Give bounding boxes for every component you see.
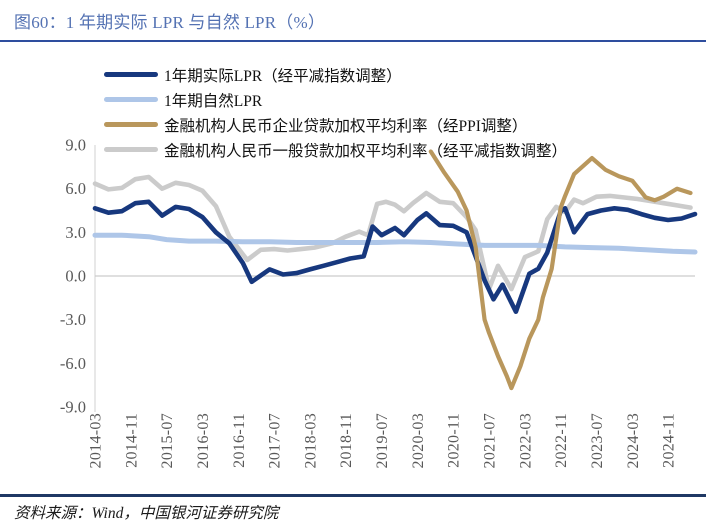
- x-tick-label: 2021-07: [482, 413, 499, 468]
- legend-item-real-lpr: 1年期实际LPR（经平减指数调整）: [104, 62, 567, 87]
- y-tick-label: 0.0: [65, 267, 86, 286]
- series-line-2: [428, 149, 693, 391]
- x-tick-label: 2022-11: [553, 413, 570, 468]
- y-tick-label: 3.0: [65, 223, 86, 242]
- x-tick-label: 2014-11: [123, 413, 140, 468]
- y-tick-label: 9.0: [65, 136, 86, 155]
- x-tick-label: 2014-03: [88, 413, 105, 468]
- footer-divider-rule: [0, 494, 706, 497]
- series-line-0: [92, 199, 698, 315]
- legend-line-swatch-corporate-loan: [104, 122, 158, 127]
- series-line-3: [92, 174, 693, 292]
- x-tick-label: 2018-11: [338, 413, 355, 468]
- x-tick-label: 2022-03: [517, 413, 534, 468]
- legend-line-swatch-real-lpr: [104, 72, 158, 77]
- legend-item-general-loan-rate: 金融机构人民币一般贷款加权平均利率（经平减指数调整）: [104, 137, 567, 162]
- x-tick-label: 2016-03: [195, 413, 212, 468]
- x-tick-label: 2020-03: [410, 413, 427, 468]
- legend-line-swatch-general-loan: [104, 147, 158, 152]
- legend-label: 金融机构人民币企业贷款加权平均利率（经PPI调整）: [164, 117, 528, 135]
- legend-label: 1年期自然LPR: [164, 92, 263, 110]
- series-line-1: [92, 232, 698, 255]
- y-tick-label: -9.0: [60, 398, 86, 417]
- title-divider-rule: [0, 40, 706, 42]
- legend-item-corporate-loan-rate: 金融机构人民币企业贷款加权平均利率（经PPI调整）: [104, 112, 567, 137]
- x-tick-label: 2015-07: [159, 413, 176, 468]
- source-attribution: 资料来源：Wind，中国银河证券研究院: [14, 505, 279, 522]
- legend-label: 1年期实际LPR（经平减指数调整）: [164, 67, 402, 85]
- x-tick-label: 2020-11: [446, 413, 463, 468]
- x-tick-label: 2024-03: [625, 413, 642, 468]
- y-tick-label: 6.0: [65, 179, 86, 198]
- x-tick-label: 2016-11: [231, 413, 248, 468]
- x-tick-label: 2017-07: [267, 413, 284, 468]
- x-tick-label: 2023-07: [589, 413, 606, 468]
- legend-label: 金融机构人民币一般贷款加权平均利率（经平减指数调整）: [164, 142, 568, 160]
- legend-line-swatch-natural-lpr: [104, 97, 158, 102]
- x-tick-label: 2019-07: [374, 413, 391, 468]
- legend-item-natural-lpr: 1年期自然LPR: [104, 87, 567, 112]
- x-tick-label: 2018-03: [302, 413, 319, 468]
- chart-legend: 1年期实际LPR（经平减指数调整） 1年期自然LPR 金融机构人民币企业贷款加权…: [104, 62, 567, 162]
- y-tick-label: -3.0: [60, 310, 86, 329]
- figure-title: 图60：1 年期实际 LPR 与自然 LPR（%）: [14, 13, 326, 32]
- x-tick-label: 2024-11: [661, 413, 678, 468]
- y-tick-label: -6.0: [60, 354, 86, 373]
